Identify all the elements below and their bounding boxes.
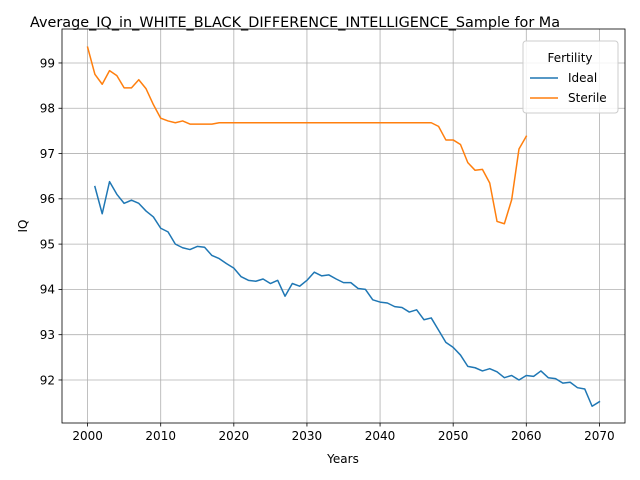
- legend-box: [522, 40, 619, 114]
- y-tick-label: 95: [40, 237, 55, 251]
- legend-label-sterile: Sterile: [568, 91, 607, 105]
- y-axis-label: IQ: [16, 220, 30, 233]
- y-axis-ticks: 92 93 94 95 96 97 98 99: [40, 56, 62, 387]
- y-tick-label: 97: [40, 147, 55, 161]
- x-tick-label: 2070: [584, 429, 615, 443]
- x-tick-label: 2010: [145, 429, 176, 443]
- x-axis-label: Years: [326, 452, 359, 466]
- x-tick-label: 2020: [219, 429, 250, 443]
- plot-area-frame: [61, 28, 626, 424]
- x-tick-label: 2000: [72, 429, 103, 443]
- series-line-ideal: [93, 180, 601, 407]
- x-tick-label: 2040: [365, 429, 396, 443]
- legend-label-ideal: Ideal: [568, 71, 597, 85]
- y-tick-label: 99: [40, 56, 55, 70]
- series-lines: [86, 46, 601, 407]
- y-tick-label: 98: [40, 102, 55, 116]
- y-tick-label: 93: [40, 328, 55, 342]
- chart-title: Average_IQ_in_WHITE_BLACK_DIFFERENCE_INT…: [30, 15, 560, 31]
- x-tick-label: 2060: [511, 429, 542, 443]
- y-tick-label: 96: [40, 192, 55, 206]
- y-tick-label: 92: [40, 373, 55, 387]
- x-axis-ticks: 2000 2010 2020 2030 2040 2050 2060 2070: [72, 423, 615, 443]
- x-tick-label: 2030: [292, 429, 323, 443]
- legend-title: Fertility: [547, 51, 592, 65]
- series-line-sterile: [86, 46, 528, 225]
- legend: Fertility Ideal Sterile: [522, 40, 619, 114]
- x-tick-label: 2050: [438, 429, 469, 443]
- y-tick-label: 94: [40, 283, 55, 297]
